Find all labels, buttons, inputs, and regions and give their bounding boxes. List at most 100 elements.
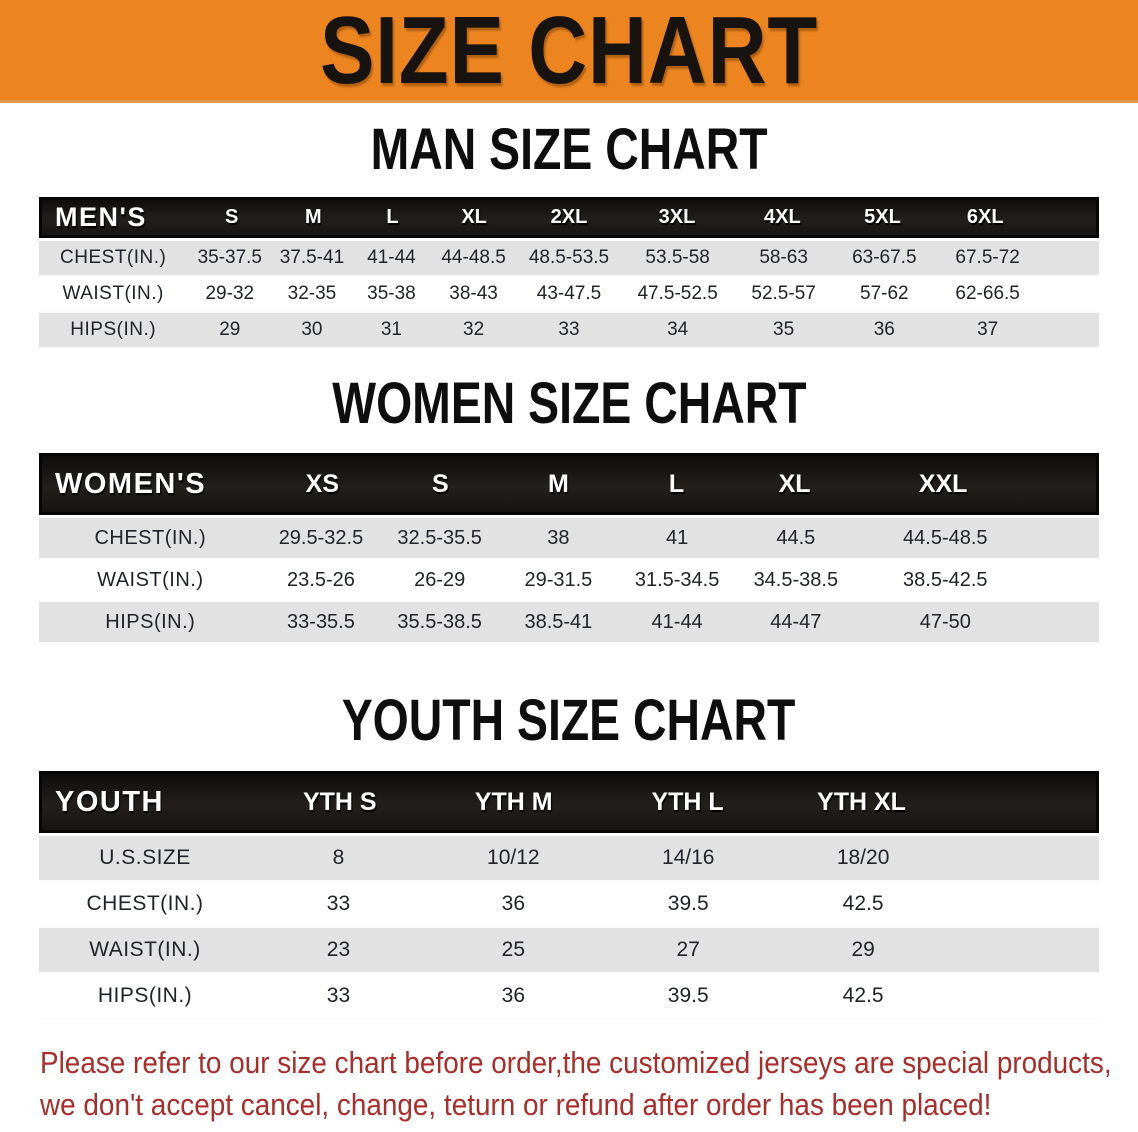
column-header: YTH XL: [817, 787, 906, 816]
size-cell: 34.5-38.5: [753, 568, 839, 591]
size-cell: 44.5: [776, 526, 816, 549]
size-cell: 58-63: [759, 247, 808, 268]
table-row: HIPS(IN.) 33-35.5 35.5-38.5 38.5-41 41-4…: [39, 602, 1099, 644]
disclaimer-line-1: Please refer to our size chart before or…: [40, 1045, 1112, 1080]
table-row: WAIST(IN.) 29-32 32-35 35-38 38-43 43-47…: [39, 277, 1099, 313]
row-label: HIPS(IN.): [97, 984, 193, 1007]
column-header: 2XL: [550, 206, 588, 228]
column-header: XS: [305, 469, 340, 498]
size-cell: 39.5: [667, 984, 709, 1007]
column-header: 3XL: [658, 206, 696, 228]
womens-size-table: WOMEN'S XS S M L XL XXL CHEST(IN.) 29.5-…: [39, 453, 1099, 644]
man-section-heading-text: MAN SIZE CHART: [370, 117, 768, 182]
size-cell: 31: [380, 319, 402, 340]
youth-section-heading: YOUTH SIZE CHART: [0, 688, 1138, 753]
row-label: CHEST(IN.): [60, 247, 167, 268]
table-row: U.S.SIZE 8 10/12 14/16 18/20: [39, 836, 1099, 882]
size-cell: 27: [676, 938, 700, 961]
size-cell: 52.5-57: [751, 283, 816, 304]
mens-table-header-row: MEN'S S M L XL 2XL 3XL 4XL 5XL 6XL: [39, 197, 1099, 238]
size-cell: 44.5-48.5: [903, 526, 988, 549]
table-row: WAIST(IN.) 23 25 27 29: [39, 928, 1099, 974]
size-cell: 37: [977, 319, 999, 340]
column-header: YTH S: [302, 787, 377, 816]
youth-section-heading-text: YOUTH SIZE CHART: [342, 688, 796, 753]
size-cell: 35.5-38.5: [397, 610, 482, 633]
size-chart-banner: SIZE CHART: [0, 0, 1138, 103]
size-cell: 23: [326, 938, 351, 961]
size-cell: 29-31.5: [524, 568, 593, 591]
size-cell: 29-32: [205, 283, 255, 304]
size-cell: 25: [501, 938, 526, 961]
size-cell: 57-62: [860, 283, 909, 304]
youth-table-label: YOUTH: [55, 785, 164, 818]
womens-table-label: WOMEN'S: [55, 467, 207, 500]
size-cell: 33-35.5: [287, 610, 355, 633]
size-cell: 26-29: [414, 568, 466, 591]
size-cell: 35-37.5: [197, 247, 263, 268]
size-cell: 42.5: [842, 892, 884, 915]
table-row: CHEST(IN.) 33 36 39.5 42.5: [39, 882, 1099, 928]
column-header: XXL: [918, 469, 968, 498]
size-cell: 42.5: [842, 984, 884, 1007]
mens-size-table: MEN'S S M L XL 2XL 3XL 4XL 5XL 6XL CHEST…: [39, 197, 1099, 349]
column-header: 5XL: [864, 206, 901, 228]
table-row: HIPS(IN.) 29 30 31 32 33 34 35 36 37: [39, 313, 1099, 349]
column-header: S: [432, 469, 449, 498]
size-cell: 36: [501, 892, 526, 915]
column-header: L: [386, 206, 399, 228]
size-cell: 53.5-58: [645, 247, 710, 268]
size-cell: 8: [332, 846, 345, 869]
column-header: 6XL: [966, 206, 1004, 228]
size-cell: 32-35: [287, 283, 337, 304]
mens-table-label: MEN'S: [55, 202, 147, 232]
row-label: HIPS(IN.): [105, 610, 196, 633]
size-cell: 35-38: [367, 283, 416, 304]
row-label: CHEST(IN.): [94, 526, 207, 549]
size-cell: 38.5-42.5: [903, 568, 988, 591]
size-cell: 30: [301, 319, 323, 340]
column-header: YTH M: [474, 787, 553, 816]
size-cell: 43-47.5: [536, 283, 602, 304]
table-row: WAIST(IN.) 23.5-26 26-29 29-31.5 31.5-34…: [39, 560, 1099, 602]
size-cell: 38: [547, 526, 570, 549]
size-cell: 29: [851, 938, 875, 961]
size-cell: 29: [219, 319, 241, 340]
women-section-heading: WOMEN SIZE CHART: [0, 371, 1138, 436]
table-row: CHEST(IN.) 35-37.5 37.5-41 41-44 44-48.5…: [39, 241, 1099, 277]
womens-table-header-row: WOMEN'S XS S M L XL XXL: [39, 453, 1099, 515]
size-cell: 44-47: [770, 610, 822, 633]
size-cell: 33: [326, 984, 351, 1007]
table-row: CHEST(IN.) 29.5-32.5 32.5-35.5 38 41 44.…: [39, 518, 1099, 560]
row-label: CHEST(IN.): [86, 892, 204, 915]
column-header: XL: [461, 206, 487, 228]
size-cell: 62-66.5: [955, 283, 1020, 304]
women-section-heading-text: WOMEN SIZE CHART: [331, 371, 807, 436]
size-cell: 35: [773, 319, 795, 340]
column-header: 4XL: [764, 206, 801, 228]
size-cell: 33: [558, 319, 580, 340]
table-row: HIPS(IN.) 33 36 39.5 42.5: [39, 974, 1099, 1020]
size-cell: 33: [326, 892, 351, 915]
size-cell: 37.5-41: [279, 247, 345, 268]
disclaimer-note: Please refer to our size chart before or…: [40, 1042, 1138, 1126]
row-label: HIPS(IN.): [70, 319, 157, 340]
size-cell: 47.5-52.5: [637, 283, 718, 304]
disclaimer-line-2: we don't accept cancel, change, teturn o…: [40, 1087, 992, 1122]
column-header: S: [225, 206, 239, 228]
size-cell: 34: [667, 319, 689, 340]
size-cell: 38.5-41: [524, 610, 593, 633]
size-cell: 63-67.5: [852, 247, 917, 268]
row-label: WAIST(IN.): [89, 938, 201, 961]
size-cell: 10/12: [487, 846, 540, 869]
column-header: XL: [778, 469, 811, 498]
column-header: L: [668, 469, 685, 498]
column-header: M: [305, 206, 322, 228]
size-cell: 44-48.5: [441, 247, 506, 268]
column-header: YTH L: [651, 787, 724, 816]
size-cell: 41: [665, 526, 689, 549]
size-cell: 67.5-72: [955, 247, 1020, 268]
size-cell: 39.5: [667, 892, 709, 915]
size-cell: 31.5-34.5: [634, 568, 720, 591]
size-cell: 32.5-35.5: [397, 526, 482, 549]
